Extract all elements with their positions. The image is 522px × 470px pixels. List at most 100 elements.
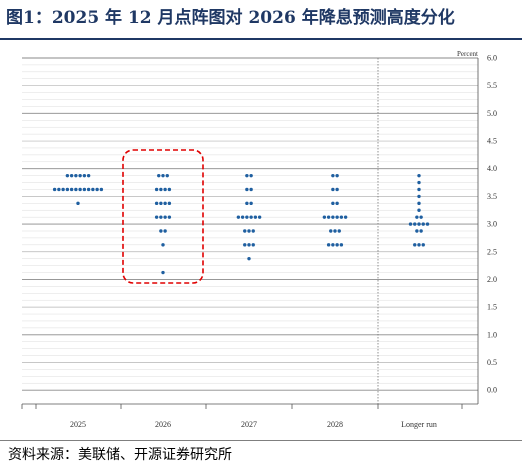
dot-mark — [159, 215, 163, 219]
dot-mark — [415, 229, 419, 233]
dot-mark — [417, 187, 421, 192]
dot-mark — [95, 187, 99, 192]
dot-mark — [86, 187, 91, 192]
dot-mark — [52, 187, 57, 192]
dot-mark — [57, 187, 61, 192]
dot-mark — [167, 201, 172, 206]
dot-mark — [251, 243, 255, 247]
dot-mark — [251, 229, 255, 233]
dot-mark — [159, 201, 163, 206]
y-tick-label: 0.0 — [487, 386, 497, 395]
dot-mark — [333, 229, 337, 233]
y-tick-label: 2.5 — [487, 247, 497, 256]
dot-mark — [415, 215, 419, 219]
dot-mark — [86, 173, 91, 178]
dot-mark — [157, 173, 161, 178]
dot-mark — [154, 201, 159, 206]
dot-mark — [326, 243, 331, 247]
dot-mark — [245, 173, 249, 178]
dot-mark — [69, 173, 74, 178]
dot-mark — [249, 187, 253, 192]
dot-mark — [329, 229, 333, 233]
dot-mark — [161, 270, 165, 275]
dot-mark — [337, 229, 341, 233]
dot-mark — [335, 187, 339, 192]
y-tick-label: 1.0 — [487, 330, 497, 339]
dot-mark — [417, 180, 421, 185]
dot-mark — [163, 201, 167, 206]
dot-mark — [74, 187, 78, 192]
grid-lines — [22, 57, 478, 391]
y-tick-label: 5.5 — [487, 81, 497, 90]
dot-mark — [243, 243, 247, 247]
dot-mark — [417, 208, 421, 212]
dot-mark — [245, 215, 249, 219]
y-tick-labels: 6.0 5.5 5.0 4.5 4.0 3.5 3.0 2.5 2.0 1.5 1.0 0.5 0.0 — [487, 54, 497, 395]
dot-mark — [339, 215, 344, 219]
y-tick-label: 3.5 — [487, 192, 497, 201]
dot-mark — [421, 222, 425, 226]
dot-mark — [331, 215, 335, 219]
dot-mark — [331, 201, 335, 206]
dot-mark — [69, 187, 74, 192]
source-divider — [0, 440, 522, 441]
dot-mark — [236, 215, 241, 219]
dot-mark — [326, 215, 331, 219]
x-tick-label: 2026 — [155, 420, 171, 429]
dot-mark — [417, 243, 421, 247]
dot-mark — [78, 173, 82, 178]
dot-mark — [167, 215, 172, 219]
dot-mark — [331, 243, 335, 247]
dot-mark — [331, 187, 335, 192]
x-tick-label: 2027 — [241, 420, 257, 429]
dot-mark — [163, 215, 167, 219]
y-tick-label: 3.0 — [487, 220, 497, 229]
y-tick-label: 4.0 — [487, 164, 497, 173]
dot-mark — [245, 201, 249, 206]
dot-mark — [417, 201, 421, 206]
x-tick-label: Longer run — [401, 420, 437, 429]
dot-mark — [82, 173, 87, 178]
dot-mark — [343, 215, 348, 219]
dot-mark — [335, 201, 339, 206]
y-tick-label: 0.5 — [487, 358, 497, 367]
x-tick-labels: 2025 2026 2027 2028 Longer run — [70, 420, 437, 429]
dot-mark — [82, 187, 87, 192]
y-tick-label: 2.0 — [487, 275, 497, 284]
dot-mark — [161, 243, 165, 247]
dot-mark — [322, 215, 327, 219]
dot-mark — [257, 215, 262, 219]
dot-mark — [335, 173, 339, 178]
x-tick-label: 2025 — [70, 420, 86, 429]
dot-mark — [419, 229, 423, 233]
dot-mark — [408, 222, 413, 226]
dot-mark — [419, 215, 423, 219]
dot-mark — [163, 187, 167, 192]
dot-mark — [413, 222, 417, 226]
dot-mark — [165, 173, 169, 178]
dot-mark — [417, 222, 421, 226]
dot-mark — [417, 194, 421, 199]
dot-mark — [247, 229, 251, 233]
dot-mark — [335, 243, 339, 247]
dot-series — [52, 173, 430, 275]
dot-mark — [413, 243, 417, 247]
dot-mark — [253, 215, 258, 219]
source-note: 资料来源：美联储、开源证券研究所 — [8, 447, 232, 463]
dot-mark — [61, 187, 65, 192]
dot-mark — [247, 256, 251, 261]
dot-mark — [417, 173, 421, 178]
dot-mark — [78, 187, 82, 192]
dot-mark — [331, 173, 335, 178]
dot-mark — [339, 243, 344, 247]
dot-mark — [65, 187, 70, 192]
y-tick-label: 4.5 — [487, 137, 497, 146]
dot-mark — [65, 173, 70, 178]
axes — [21, 58, 479, 409]
dot-mark — [154, 215, 159, 219]
dot-mark — [163, 229, 167, 233]
dot-mark — [159, 229, 163, 233]
dot-mark — [74, 173, 78, 178]
highlight-box-2026 — [122, 149, 204, 284]
dot-mark — [240, 215, 245, 219]
